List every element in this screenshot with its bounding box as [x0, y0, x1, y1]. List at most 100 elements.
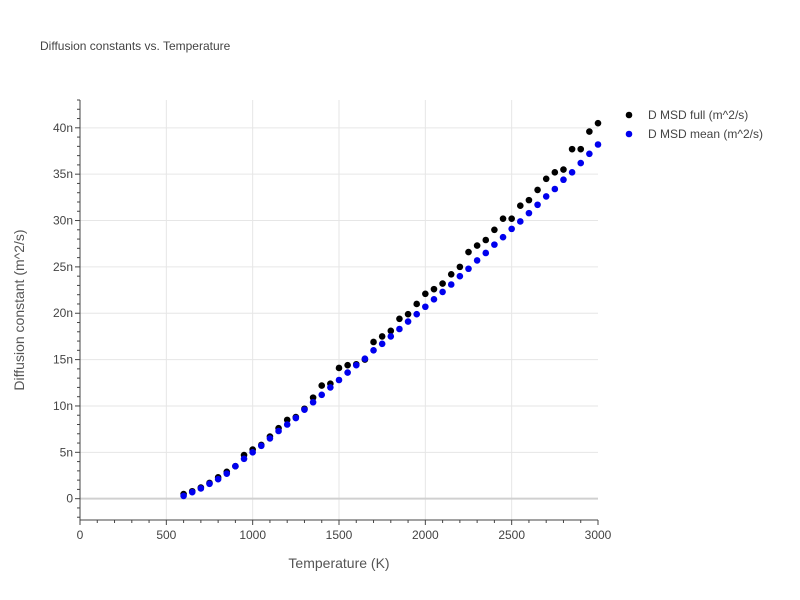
data-point — [404, 318, 412, 325]
data-point — [491, 226, 498, 234]
data-point — [301, 406, 308, 413]
data-point — [439, 288, 446, 296]
series-1-points — [180, 141, 602, 500]
data-point — [586, 128, 593, 135]
axes-layer: 0 500 1000 1500 2000 2500 3000 0 5n 10n 15n 20n 25n 3… — [53, 99, 612, 542]
data-point — [508, 225, 515, 233]
data-point — [180, 492, 187, 500]
data-point — [344, 361, 351, 369]
y-tick-label: 30n — [53, 214, 73, 228]
data-point — [413, 310, 421, 318]
data-point — [594, 141, 602, 148]
data-point — [542, 193, 550, 200]
y-axis-title: Diffusion constant (m^2/s) — [11, 229, 27, 390]
data-point — [318, 391, 326, 399]
data-point — [577, 145, 585, 153]
data-point — [422, 290, 429, 298]
legend-marker — [625, 130, 633, 138]
x-axis-title: Temperature (K) — [288, 555, 389, 571]
x-tick-label: 2000 — [412, 528, 439, 542]
data-point — [283, 416, 291, 424]
data-point — [499, 215, 507, 222]
data-point — [335, 376, 343, 384]
data-point — [283, 421, 291, 428]
data-point — [292, 414, 300, 422]
data-point — [456, 263, 464, 271]
data-point — [577, 159, 585, 167]
data-point — [439, 280, 446, 287]
data-point — [396, 325, 403, 333]
data-point — [214, 475, 222, 483]
data-point — [508, 215, 515, 222]
data-point — [387, 327, 395, 335]
data-point — [568, 145, 576, 153]
legend-item-0[interactable]: D MSD full (m^2/s) — [625, 108, 749, 122]
legend-label: D MSD full (m^2/s) — [648, 108, 748, 122]
data-point — [335, 364, 343, 372]
data-point — [465, 265, 472, 273]
data-point — [517, 202, 524, 209]
data-point — [249, 449, 256, 456]
data-point — [266, 435, 274, 442]
legend-marker — [625, 111, 633, 119]
y-tick-label: 5n — [60, 445, 73, 459]
data-point — [275, 427, 282, 435]
data-point — [197, 485, 205, 492]
data-point — [551, 185, 559, 193]
data-point — [473, 242, 481, 249]
chart-title: Diffusion constants vs. Temperature — [40, 39, 231, 53]
data-point — [318, 382, 326, 389]
data-point — [542, 175, 550, 183]
data-point — [525, 209, 533, 217]
data-point — [499, 233, 507, 241]
legend-item-1[interactable]: D MSD mean (m^2/s) — [625, 127, 763, 141]
data-point — [378, 340, 386, 348]
data-point — [240, 455, 248, 463]
legend[interactable]: D MSD full (m^2/s) D MSD mean (m^2/s) — [625, 108, 763, 141]
data-point — [344, 369, 351, 376]
data-point — [465, 248, 472, 256]
data-point — [396, 315, 403, 323]
data-point — [586, 150, 593, 158]
data-point — [232, 462, 239, 470]
data-point — [430, 296, 438, 303]
data-point — [378, 333, 386, 340]
data-point — [206, 480, 213, 488]
data-point — [404, 310, 412, 318]
data-point — [525, 196, 533, 204]
y-tick-label: 10n — [53, 399, 73, 413]
legend-label: D MSD mean (m^2/s) — [648, 127, 763, 141]
data-point — [482, 249, 490, 257]
data-point — [352, 361, 360, 369]
x-tick-label: 3000 — [585, 528, 612, 542]
x-tick-label: 500 — [156, 528, 176, 542]
x-tick-label: 0 — [77, 528, 84, 542]
y-tick-label: 15n — [53, 353, 73, 367]
data-point — [534, 186, 541, 194]
data-point — [361, 355, 369, 362]
y-tick-label: 25n — [53, 260, 73, 274]
data-point — [223, 470, 231, 477]
data-point — [491, 241, 498, 248]
data-point — [387, 333, 395, 340]
series-0-points — [180, 119, 602, 498]
grid-layer — [80, 100, 598, 520]
data-point — [473, 257, 481, 264]
data-point — [327, 384, 334, 391]
data-point — [594, 119, 602, 127]
data-point — [309, 394, 317, 401]
y-tick-label: 35n — [53, 167, 73, 181]
data-point — [447, 281, 455, 288]
data-point — [370, 347, 377, 354]
data-point — [188, 488, 196, 496]
data-point — [534, 201, 541, 209]
data-point — [568, 169, 576, 176]
data-point — [456, 272, 464, 280]
data-point — [447, 271, 455, 278]
data-point — [258, 442, 265, 450]
data-point — [551, 169, 559, 176]
data-point — [413, 300, 421, 308]
data-point — [309, 398, 317, 406]
data-point — [517, 218, 524, 225]
